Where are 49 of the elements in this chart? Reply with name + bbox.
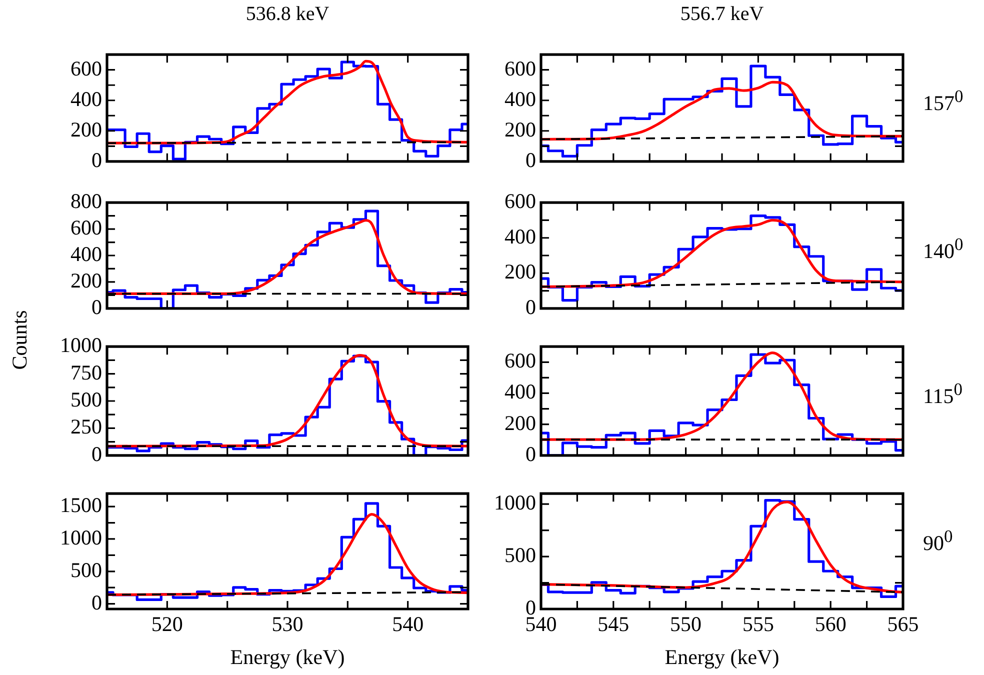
y-tick-label: 200 bbox=[70, 268, 102, 292]
x-axis-title: Energy (keV) bbox=[229, 645, 346, 670]
text: 90$^{0}$ bbox=[923, 526, 953, 556]
text: 157$^{0}$ bbox=[923, 86, 964, 116]
y-tick-label: 500 bbox=[70, 388, 102, 412]
y-tick-label: 250 bbox=[70, 414, 102, 439]
x-tick-label: 565 bbox=[887, 612, 919, 636]
y-tick-label: 200 bbox=[504, 260, 536, 284]
y-tick-label: 0 bbox=[526, 442, 536, 466]
y-tick-label: 0 bbox=[92, 442, 102, 466]
text: 115$^{0}$ bbox=[923, 379, 962, 409]
x-tick-label: 520 bbox=[151, 612, 183, 636]
y-tick-label: 200 bbox=[504, 117, 536, 142]
x-tick-label: 560 bbox=[814, 612, 846, 636]
y-tick-label: 400 bbox=[70, 242, 102, 266]
y-tick-label: 1000 bbox=[60, 526, 102, 550]
chart-title: 556.7 keV bbox=[679, 3, 765, 26]
x-tick-label: 530 bbox=[272, 612, 304, 636]
y-tick-label: 1000 bbox=[494, 490, 536, 515]
y-tick-label: 1000 bbox=[60, 333, 102, 358]
y-tick-label: 600 bbox=[504, 348, 536, 373]
text: 140$^{0}$ bbox=[923, 234, 964, 264]
chart-title: 536.8 keV bbox=[244, 3, 330, 26]
y-tick-label: 600 bbox=[504, 56, 536, 80]
x-tick-label: 555 bbox=[742, 612, 774, 636]
x-tick-label: 545 bbox=[598, 612, 630, 636]
y-tick-label: 600 bbox=[70, 56, 102, 80]
y-tick-label: 400 bbox=[70, 86, 102, 111]
y-tick-label: 400 bbox=[504, 380, 536, 404]
y-axis-title: Counts bbox=[8, 310, 32, 370]
y-tick-label: 400 bbox=[504, 86, 536, 111]
y-tick-label: 400 bbox=[504, 224, 536, 248]
y-tick-label: 500 bbox=[70, 558, 102, 582]
y-tick-label: 500 bbox=[504, 543, 536, 568]
x-tick-label: 540 bbox=[392, 612, 424, 636]
x-axis-title: Energy (keV) bbox=[664, 645, 780, 670]
y-tick-label: 0 bbox=[526, 148, 536, 172]
y-tick-label: 0 bbox=[92, 148, 102, 172]
y-tick-label: 750 bbox=[70, 360, 102, 384]
y-tick-label: 0 bbox=[92, 294, 102, 319]
y-tick-label: 0 bbox=[526, 294, 536, 319]
y-tick-label: 600 bbox=[70, 216, 102, 240]
y-tick-label: 800 bbox=[70, 189, 102, 214]
x-tick-label: 550 bbox=[670, 612, 702, 636]
y-tick-label: 200 bbox=[504, 410, 536, 435]
y-tick-label: 200 bbox=[70, 117, 102, 142]
y-tick-label: 0 bbox=[92, 590, 102, 614]
y-tick-label: 1500 bbox=[60, 493, 102, 518]
y-tick-label: 600 bbox=[504, 189, 536, 214]
